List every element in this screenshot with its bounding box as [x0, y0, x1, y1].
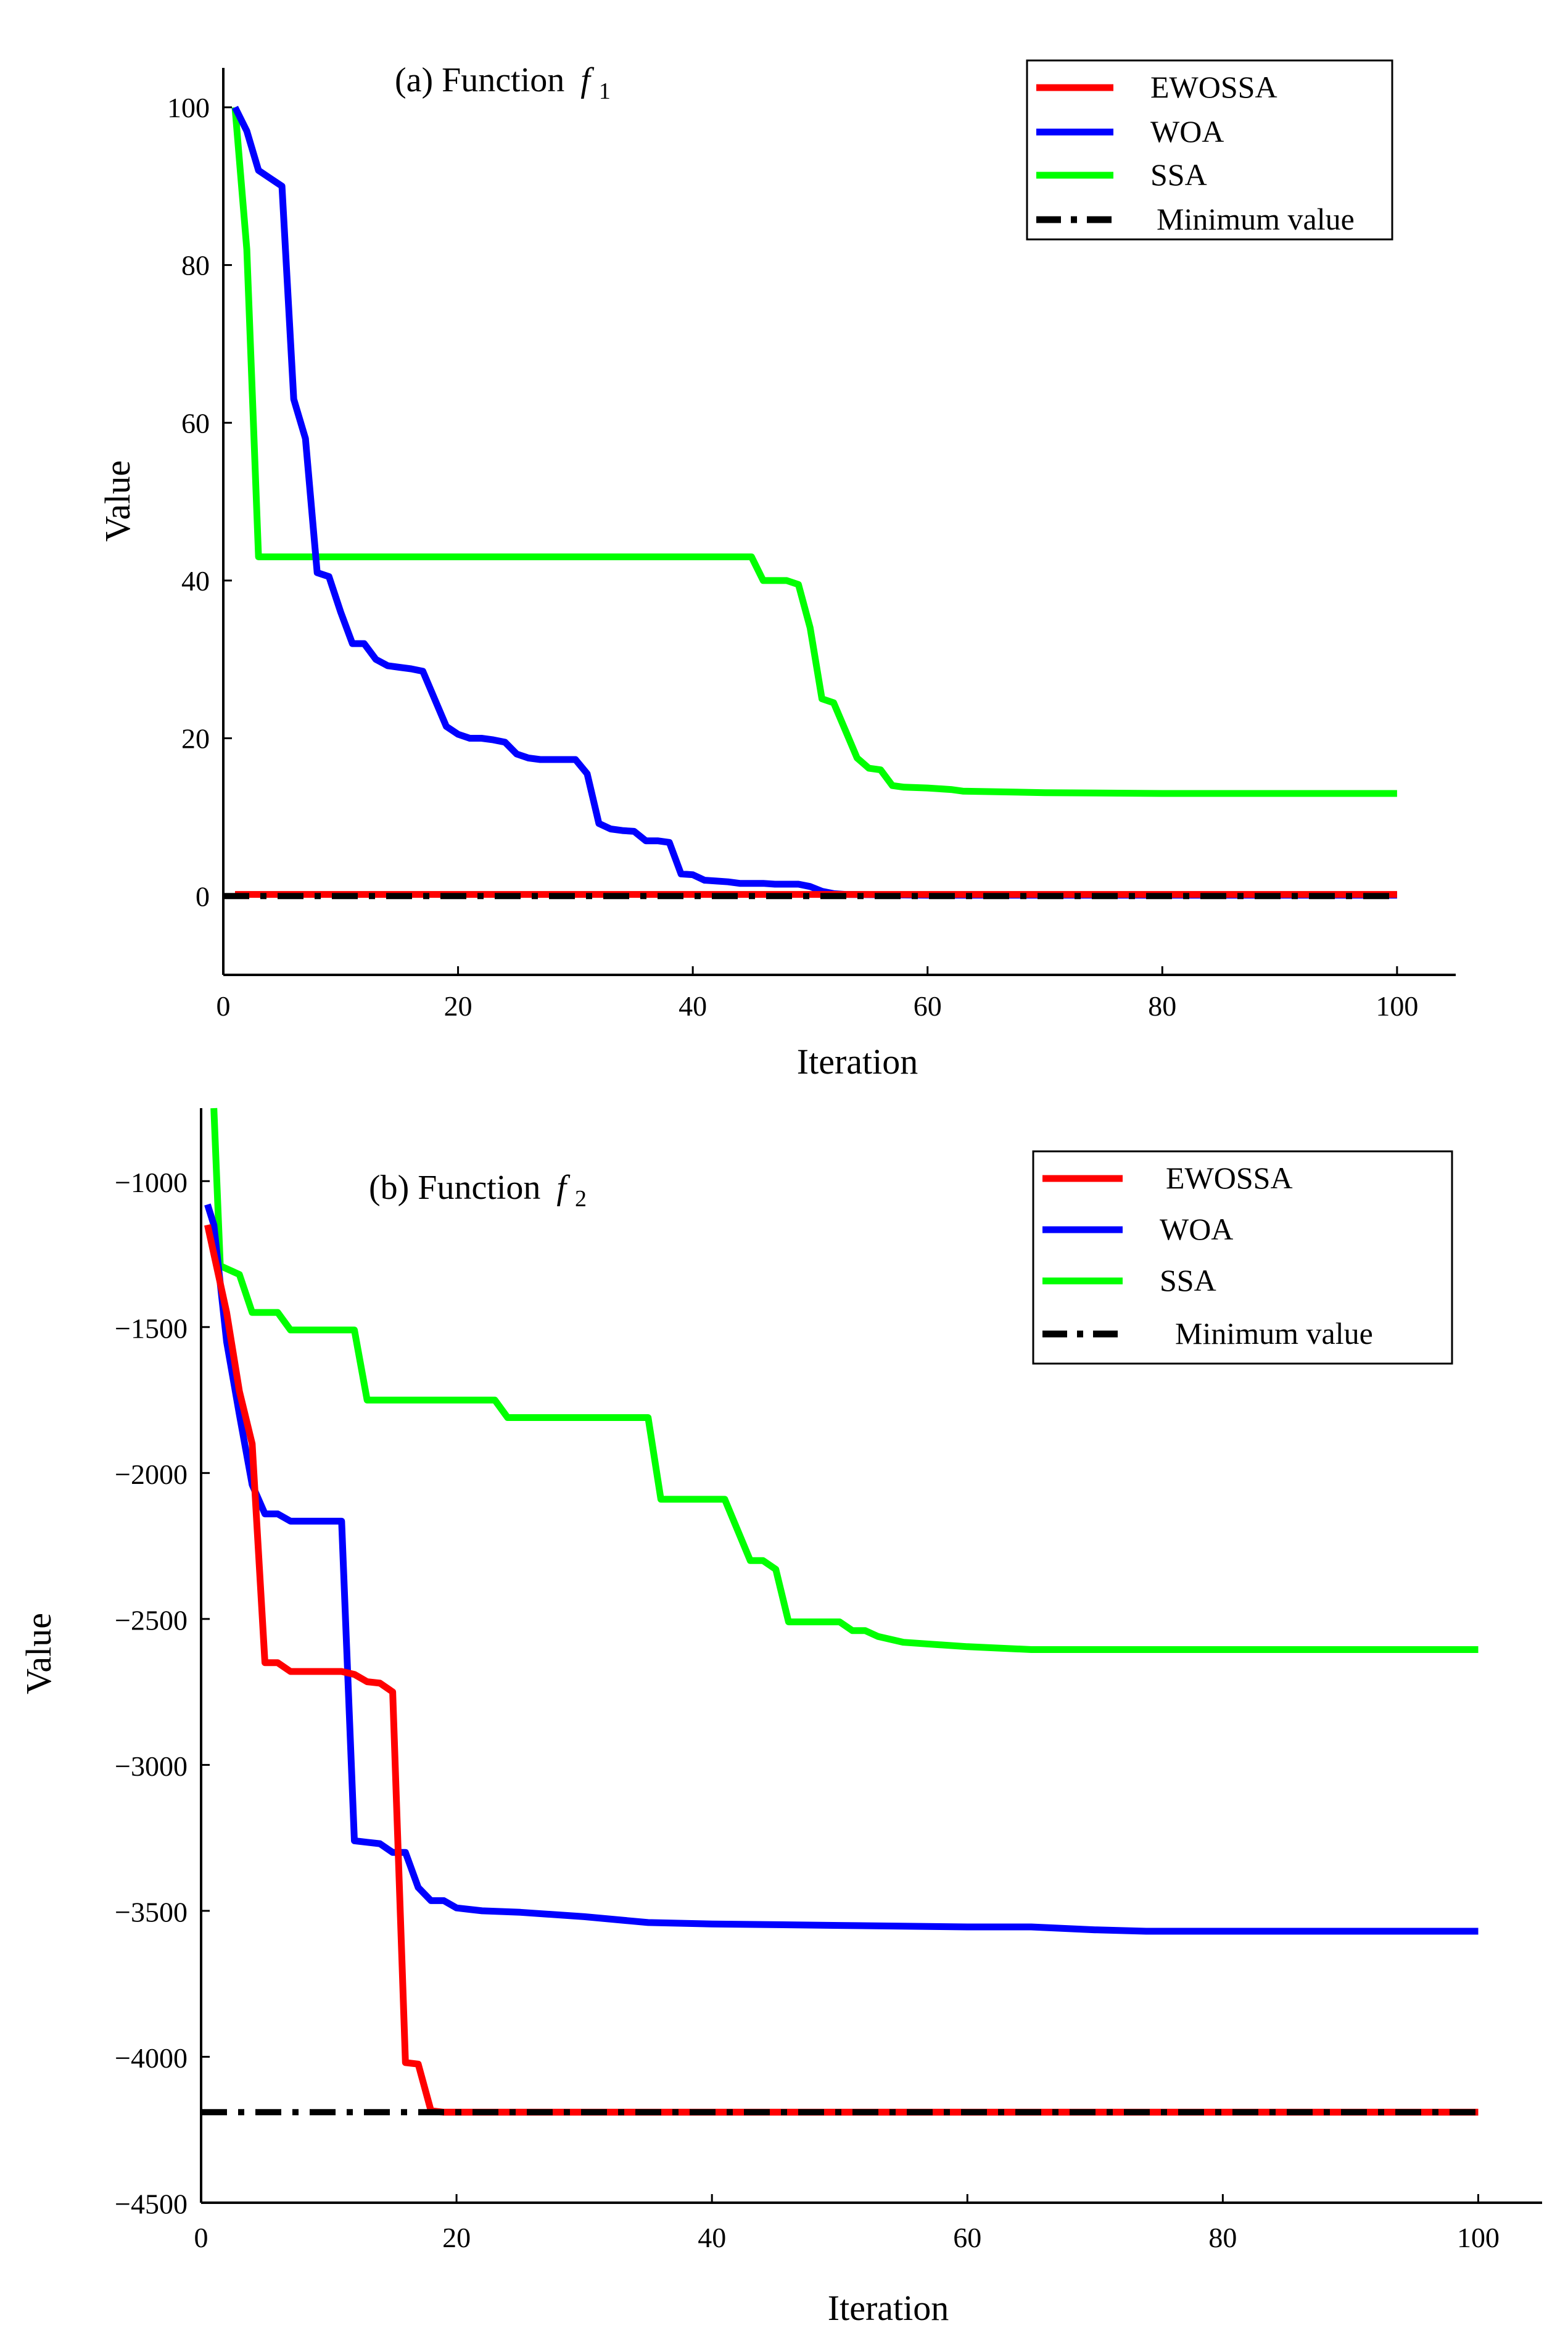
- panel-b-title: (b) Function f 2: [369, 1169, 587, 1212]
- panel-b-legend-label-ewossa: EWOSSA: [1166, 1161, 1293, 1195]
- panel-b-legend-label-ssa: SSA: [1160, 1263, 1216, 1298]
- panel-a-legend-label-minimum: Minimum value: [1157, 202, 1355, 236]
- panel-b-y-tick-label: −1000: [115, 1167, 188, 1198]
- panel-a-x-axis-label: Iteration: [797, 1042, 918, 1082]
- panel-a-y-tick-label: 80: [181, 250, 210, 281]
- panel-b-ticks: 0 20 40 60 80 100 −1000 −1500 −2000 −2500 −3000 −35…: [115, 1167, 1500, 2253]
- panel-a-x-tick-label: 100: [1376, 990, 1418, 1022]
- panel-a-y-tick-label: 40: [181, 565, 210, 597]
- panel-a-series: [223, 106, 1397, 900]
- panel-a-ticks: 0 20 40 60 80 100 0 20 40 60 80 100: [167, 92, 1418, 1022]
- panel-b-y-tick-label: −2000: [115, 1459, 188, 1490]
- panel-a-y-tick-label: 100: [167, 92, 210, 123]
- panel-a: 0 20 40 60 80 100 0 20 40 60 80 100 (a) Function f …: [97, 59, 1456, 1082]
- panel-b-y-tick-label: −1500: [115, 1312, 188, 1344]
- panel-b-title-symbol: f: [556, 1169, 571, 1207]
- panel-a-y-tick-label: 20: [181, 723, 210, 755]
- panel-a-x-tick-label: 40: [679, 990, 707, 1022]
- panel-a-x-tick-label: 20: [444, 990, 472, 1022]
- panel-a-legend-label-woa: WOA: [1150, 114, 1224, 149]
- panel-b-axes: [200, 1108, 1542, 2204]
- panel-b-legend-label-minimum: Minimum value: [1175, 1316, 1373, 1351]
- panel-b-x-tick-label: 80: [1208, 2222, 1237, 2253]
- panel-b-title-text: (b) Function: [369, 1169, 540, 1207]
- panel-b-y-axis-label: Value: [19, 1613, 59, 1694]
- panel-b: 0 20 40 60 80 100 −1000 −1500 −2000 −2500 −3000 −35…: [19, 1108, 1542, 2328]
- panel-a-title-subscript: 1: [599, 78, 611, 104]
- panel-b-x-tick-label: 0: [194, 2222, 208, 2253]
- panel-b-series-line-woa: [204, 1203, 1479, 1935]
- panel-b-y-tick-label: −4000: [115, 2042, 188, 2074]
- panel-a-x-tick-label: 0: [217, 990, 231, 1022]
- panel-a-title-text: (a) Function: [395, 61, 564, 99]
- panel-a-y-tick-label: 60: [181, 407, 210, 439]
- panel-a-title-symbol: f: [580, 61, 595, 99]
- panel-b-title-subscript: 2: [575, 1186, 587, 1212]
- panel-a-y-tick-label: 0: [196, 880, 210, 912]
- panel-a-x-tick-label: 80: [1148, 990, 1176, 1022]
- panel-b-y-tick-label: −3500: [115, 1896, 188, 1928]
- panel-a-axes: [222, 68, 1456, 976]
- panel-a-y-axis-label: Value: [97, 460, 138, 542]
- panel-b-legend-label-woa: WOA: [1160, 1212, 1233, 1246]
- panel-a-x-tick-label: 60: [914, 990, 942, 1022]
- panel-b-legend: EWOSSA WOA SSA Minimum value: [1032, 1150, 1453, 1365]
- panel-a-legend: EWOSSA WOA SSA Minimum value: [1026, 59, 1393, 241]
- panel-a-title: (a) Function f 1: [395, 61, 611, 104]
- panel-b-x-tick-label: 100: [1457, 2222, 1500, 2253]
- panel-b-legend-box: [1032, 1150, 1453, 1365]
- panel-b-x-tick-label: 60: [953, 2222, 981, 2253]
- panel-a-series-line-woa: [232, 106, 1397, 899]
- panel-a-legend-label-ssa: SSA: [1150, 157, 1207, 192]
- panel-b-y-tick-label: −2500: [115, 1604, 188, 1636]
- panel-b-y-tick-label: −3000: [115, 1750, 188, 1782]
- panel-a-series-line-ssa: [231, 107, 1397, 797]
- panel-b-y-tick-label: −4500: [115, 2189, 188, 2220]
- panel-b-x-axis-label: Iteration: [828, 2288, 949, 2328]
- panel-b-series: [201, 1108, 1479, 2116]
- panel-a-legend-label-ewossa: EWOSSA: [1150, 70, 1277, 104]
- panel-b-series-line-ewossa: [204, 1224, 1479, 2116]
- panel-b-x-tick-label: 20: [442, 2222, 471, 2253]
- panel-b-series-line-ssa: [210, 1108, 1479, 1653]
- panel-b-x-tick-label: 40: [698, 2222, 726, 2253]
